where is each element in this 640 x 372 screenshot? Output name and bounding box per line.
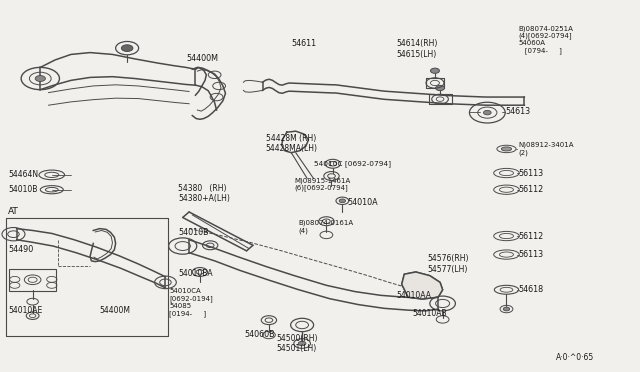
Text: 54010AA: 54010AA xyxy=(397,291,431,300)
Text: A·0·^0·65: A·0·^0·65 xyxy=(556,353,595,362)
Circle shape xyxy=(436,86,445,91)
Circle shape xyxy=(483,110,491,115)
Text: 54400M: 54400M xyxy=(100,306,131,315)
Text: B)08074-0161A
(4): B)08074-0161A (4) xyxy=(298,220,353,234)
Text: 54400M: 54400M xyxy=(186,54,218,62)
Circle shape xyxy=(503,307,509,311)
Text: 56113: 56113 xyxy=(518,250,543,259)
Circle shape xyxy=(122,45,133,51)
Text: 54500(RH)
54501(LH): 54500(RH) 54501(LH) xyxy=(276,334,318,353)
Text: 56113: 56113 xyxy=(518,169,543,177)
Text: 54010BA: 54010BA xyxy=(178,269,213,278)
Text: 56112: 56112 xyxy=(518,185,543,194)
Text: AT: AT xyxy=(8,208,19,217)
Text: 54010AB: 54010AB xyxy=(413,310,447,318)
Text: 54010A: 54010A xyxy=(348,198,378,207)
Polygon shape xyxy=(402,272,443,299)
Text: 54613: 54613 xyxy=(505,108,531,116)
Text: 54618: 54618 xyxy=(518,285,543,294)
Text: 54464N: 54464N xyxy=(8,170,38,179)
Text: 54010B: 54010B xyxy=(178,228,209,237)
Text: 54614(RH)
54615(LH): 54614(RH) 54615(LH) xyxy=(397,39,438,58)
Ellipse shape xyxy=(501,147,511,151)
Text: 54010CA
[0692-0194]
54085
[0194-     ]: 54010CA [0692-0194] 54085 [0194- ] xyxy=(170,289,213,317)
Text: 54490: 54490 xyxy=(8,244,34,253)
Circle shape xyxy=(339,199,346,203)
Text: M)08915-1461A
(6)[0692-0794]: M)08915-1461A (6)[0692-0794] xyxy=(294,177,351,191)
Circle shape xyxy=(35,76,45,81)
Text: 54010AE: 54010AE xyxy=(8,306,43,315)
Text: N)08912-3401A
(2): N)08912-3401A (2) xyxy=(518,142,573,156)
Circle shape xyxy=(431,68,440,73)
Text: 56112: 56112 xyxy=(518,231,543,241)
Text: 54010C [0692-0794]: 54010C [0692-0794] xyxy=(314,160,391,167)
Text: 54576(RH)
54577(LH): 54576(RH) 54577(LH) xyxy=(428,254,468,273)
Text: 54611: 54611 xyxy=(291,39,316,48)
Text: 54428M (RH)
54428MA(LH): 54428M (RH) 54428MA(LH) xyxy=(266,134,317,153)
Text: B)08074-0251A
(4)[0692-0794]
54060A
   [0794-     ]: B)08074-0251A (4)[0692-0794] 54060A [079… xyxy=(518,25,573,54)
Text: 54010B: 54010B xyxy=(8,185,38,194)
Text: 54060B: 54060B xyxy=(244,330,275,339)
Circle shape xyxy=(298,341,306,346)
Text: 54380   (RH)
54380+A(LH): 54380 (RH) 54380+A(LH) xyxy=(178,184,230,203)
